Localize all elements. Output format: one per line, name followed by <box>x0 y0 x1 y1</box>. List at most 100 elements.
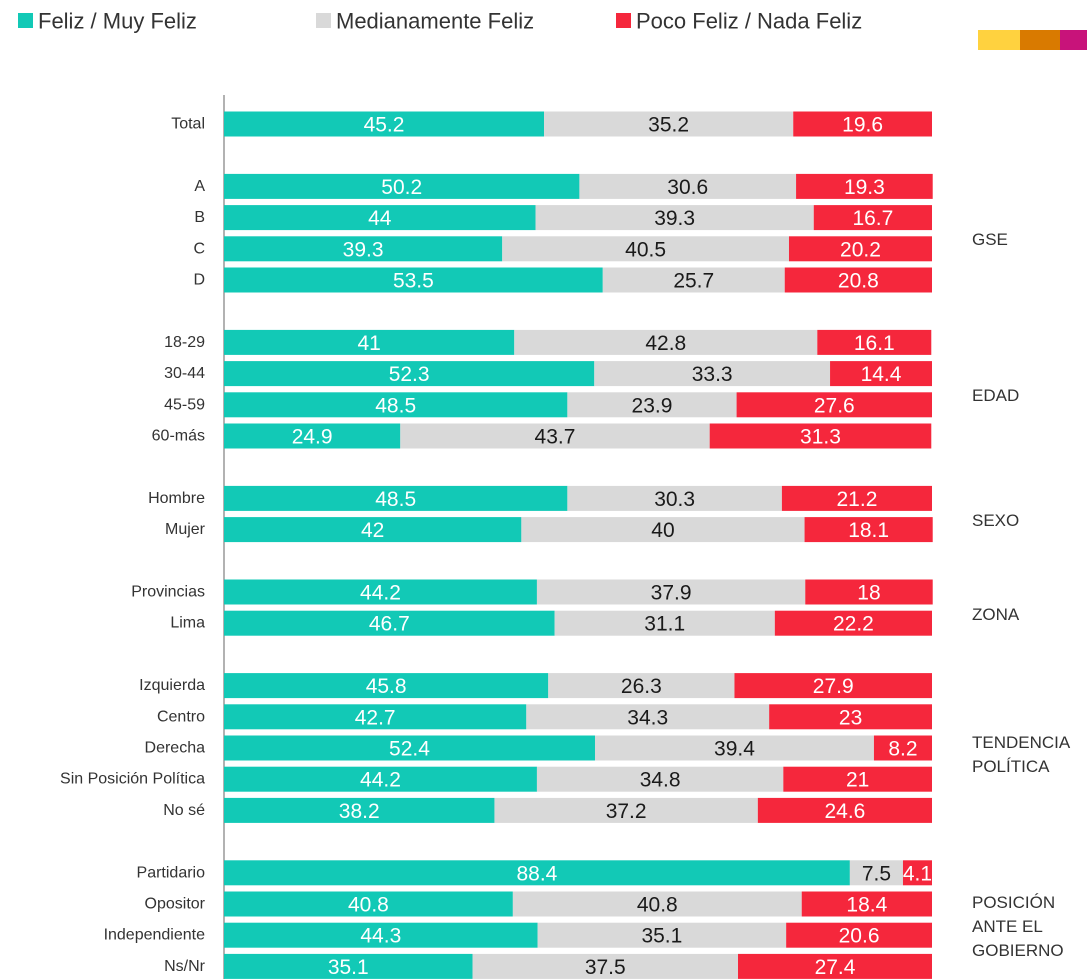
bar-segment <box>537 922 787 948</box>
bar-segment <box>738 953 932 979</box>
value-label: 18 <box>857 582 880 605</box>
value-label: 27.4 <box>815 956 856 979</box>
value-label: 27.6 <box>814 394 855 417</box>
value-label: 40 <box>651 519 674 542</box>
value-label: 24.9 <box>292 426 333 449</box>
value-label: 4.1 <box>903 862 932 885</box>
value-label: 20.8 <box>838 270 879 293</box>
value-label: 20.6 <box>839 925 880 948</box>
bar-segment <box>224 953 473 979</box>
bar-segment <box>224 610 555 636</box>
value-label: 44.3 <box>360 925 401 948</box>
bar-segment <box>781 485 932 511</box>
legend-swatch <box>316 13 331 28</box>
legend-swatch <box>616 13 631 28</box>
bar-segment <box>567 485 782 511</box>
category-label: Ns/Nr <box>164 958 206 975</box>
value-label: 23 <box>839 706 862 729</box>
group-label: ZONA <box>972 604 1020 624</box>
value-label: 20.2 <box>840 238 881 261</box>
value-label: 39.4 <box>714 738 755 761</box>
bar-segment <box>521 517 805 543</box>
bar-segment <box>796 173 933 199</box>
value-label: 31.3 <box>800 426 841 449</box>
value-label: 42.8 <box>645 332 686 355</box>
category-label: Izquierda <box>139 677 205 694</box>
bar-segment <box>769 704 932 730</box>
value-label: 41 <box>357 332 380 355</box>
value-label: 45.2 <box>364 114 405 137</box>
value-label: 44 <box>368 207 392 230</box>
bar-segment <box>224 860 850 886</box>
bar-segment <box>801 891 932 917</box>
bar-segment <box>817 329 932 355</box>
category-label: Sin Posición Política <box>60 771 205 788</box>
value-label: 35.1 <box>641 925 682 948</box>
legend-label: Poco Feliz / Nada Feliz <box>636 9 862 34</box>
bar-segment <box>224 111 545 137</box>
decor-orange <box>1020 30 1060 50</box>
bar-segment <box>224 922 538 948</box>
value-label: 35.2 <box>648 114 689 137</box>
bar-segment <box>224 797 495 823</box>
bar-segment <box>224 704 527 730</box>
value-label: 7.5 <box>862 862 891 885</box>
bar-segment <box>224 361 595 387</box>
value-label: 31.1 <box>644 613 685 636</box>
bar-segment <box>788 236 932 262</box>
bar-segment <box>873 735 932 761</box>
bar-segment <box>224 891 513 917</box>
category-label: Opositor <box>145 896 206 913</box>
category-label: 30-44 <box>164 365 205 382</box>
value-label: 16.7 <box>852 207 893 230</box>
bar-segment <box>849 860 903 886</box>
decor-magenta <box>1060 30 1087 50</box>
bar-segment <box>512 891 802 917</box>
value-label: 23.9 <box>632 394 673 417</box>
group-label: SEXO <box>972 511 1020 530</box>
value-label: 19.6 <box>842 114 883 137</box>
bar-segment <box>736 392 932 418</box>
bar-segment <box>804 517 933 543</box>
value-label: 30.3 <box>654 488 695 511</box>
bar-segment <box>472 953 739 979</box>
value-label: 39.3 <box>343 238 384 261</box>
value-label: 35.1 <box>328 956 369 979</box>
category-label: Provincias <box>131 584 205 601</box>
legend-label: Feliz / Muy Feliz <box>38 9 197 34</box>
bar-segment <box>224 205 536 231</box>
category-label: No sé <box>163 802 205 819</box>
bar-segment <box>579 173 797 199</box>
bar-segment <box>567 392 737 418</box>
category-label: Hombre <box>148 490 205 507</box>
bar-segment <box>224 236 503 262</box>
value-label: 42.7 <box>355 706 396 729</box>
value-label: 18.1 <box>848 519 889 542</box>
group-label: TENDENCIA POLÍTICA <box>972 733 1071 776</box>
category-label: 18-29 <box>164 334 205 351</box>
bar-segment <box>902 860 932 886</box>
bar-segment <box>224 517 522 543</box>
bar-segment <box>554 610 775 636</box>
value-label: 52.4 <box>389 738 430 761</box>
bar-segment <box>793 111 932 137</box>
value-label: 37.9 <box>651 582 692 605</box>
bar-segment <box>536 766 784 792</box>
value-label: 40.8 <box>348 894 389 917</box>
value-label: 53.5 <box>393 270 434 293</box>
category-label: Lima <box>170 615 205 632</box>
bar-segment <box>502 236 789 262</box>
value-label: 19.3 <box>844 176 885 199</box>
category-label: A <box>194 178 205 195</box>
bar-segment <box>544 111 794 137</box>
value-label: 50.2 <box>381 176 422 199</box>
value-label: 43.7 <box>535 426 576 449</box>
category-label: Independiente <box>104 927 206 944</box>
value-label: 37.5 <box>585 956 626 979</box>
bar-segment <box>813 205 932 231</box>
bar-segment <box>400 423 710 449</box>
value-label: 34.8 <box>640 769 681 792</box>
group-label: EDAD <box>972 386 1020 406</box>
value-label: 40.8 <box>637 894 678 917</box>
